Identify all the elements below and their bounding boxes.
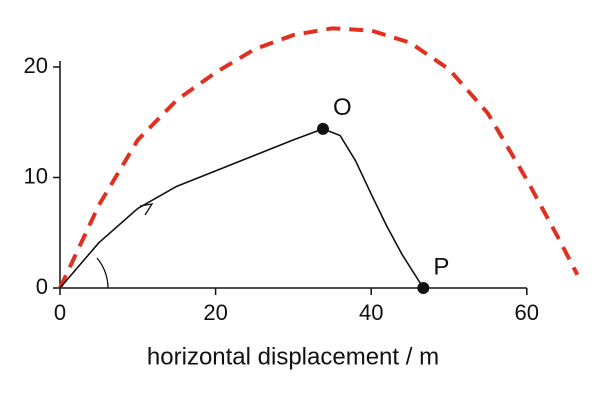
x-axis-title: horizontal displacement / m bbox=[147, 343, 439, 370]
x-tick-label: 60 bbox=[515, 300, 539, 325]
trajectory bbox=[59, 128, 425, 289]
point-label: P bbox=[433, 253, 449, 280]
point bbox=[316, 122, 329, 135]
point-label: O bbox=[333, 94, 352, 121]
x-tick-label: 40 bbox=[359, 300, 383, 325]
x-tick-label: 20 bbox=[203, 300, 227, 325]
point bbox=[417, 282, 430, 294]
dashed-trajectory bbox=[58, 26, 580, 289]
y-tick-label: 20 bbox=[24, 53, 48, 78]
x-tick-label: 0 bbox=[54, 300, 66, 325]
y-tick-label: 10 bbox=[24, 163, 48, 188]
angle-arc bbox=[96, 257, 109, 289]
y-tick-label: 0 bbox=[36, 274, 48, 299]
